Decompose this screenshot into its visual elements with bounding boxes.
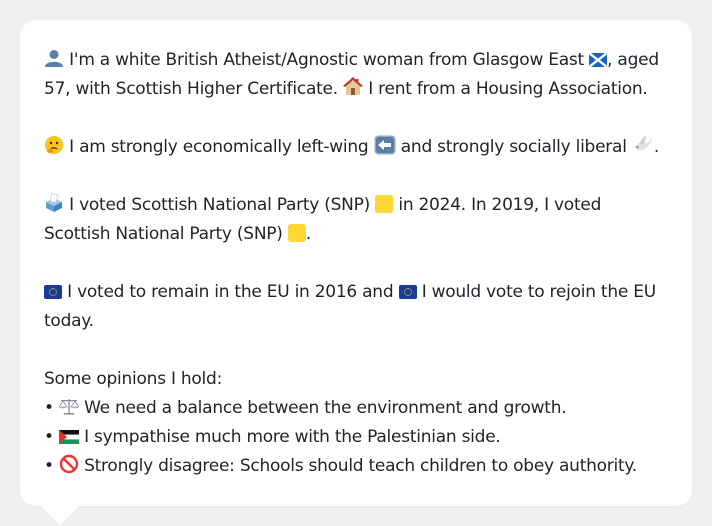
bullet: • bbox=[44, 427, 54, 447]
person-icon bbox=[44, 46, 64, 75]
social-text: and strongly socially liberal bbox=[400, 137, 627, 157]
opinion-text: Strongly disagree: Schools should teach … bbox=[84, 456, 637, 476]
balance-scale-icon bbox=[58, 394, 80, 423]
bullet: • bbox=[44, 456, 54, 476]
economic-text: I am strongly economically left-wing bbox=[69, 137, 369, 157]
opinion-item: • I sympathise much more with the Palest… bbox=[44, 423, 668, 452]
bullet: • bbox=[44, 398, 54, 418]
vote-2019-text: in 2024. In 2019, I voted Scottish Natio… bbox=[44, 195, 602, 244]
opinions-section: Some opinions I hold: • We need a balanc… bbox=[44, 365, 668, 481]
vote-2019-text-end: . bbox=[305, 224, 311, 244]
scotland-flag-icon bbox=[589, 53, 608, 67]
voting-paragraph: I voted Scottish National Party (SNP) in… bbox=[44, 191, 668, 249]
identity-text-age: , aged 57, with Scottish Higher Certific… bbox=[44, 50, 659, 99]
left-arrow-icon bbox=[374, 133, 396, 162]
bubble-tail bbox=[40, 505, 80, 525]
identity-paragraph: I'm a white British Atheist/Agnostic wom… bbox=[44, 46, 668, 104]
identity-text: I'm a white British Atheist/Agnostic wom… bbox=[69, 50, 584, 70]
yellow-square-icon bbox=[287, 224, 306, 242]
eu-paragraph: I voted to remain in the EU in 2016 and … bbox=[44, 278, 668, 336]
opinion-text: We need a balance between the environmen… bbox=[84, 398, 567, 418]
ballot-box-icon bbox=[44, 191, 64, 220]
opinion-item: • We need a balance between the environm… bbox=[44, 394, 668, 423]
opinion-text: I sympathise much more with the Palestin… bbox=[84, 427, 501, 447]
politics-paragraph: I am strongly economically left-wing and… bbox=[44, 133, 668, 162]
housing-text: I rent from a Housing Association. bbox=[368, 79, 648, 99]
opinion-item: • Strongly disagree: Schools should teac… bbox=[44, 452, 668, 481]
yellow-square-icon bbox=[375, 195, 394, 213]
palestine-flag-icon bbox=[58, 430, 79, 444]
eu-remain-text: I voted to remain in the EU in 2016 and bbox=[67, 282, 394, 302]
prohibited-icon bbox=[59, 452, 79, 481]
dove-icon bbox=[632, 133, 654, 162]
message-bubble: I'm a white British Atheist/Agnostic wom… bbox=[20, 20, 692, 506]
social-text-end: . bbox=[653, 137, 659, 157]
house-icon bbox=[343, 75, 364, 104]
vote-2024-text: I voted Scottish National Party (SNP) bbox=[69, 195, 371, 215]
thinking-face-icon bbox=[44, 133, 64, 162]
opinions-heading: Some opinions I hold: bbox=[44, 369, 223, 389]
eu-flag-icon bbox=[398, 285, 417, 299]
eu-rejoin-text: I would vote to rejoin the EU today. bbox=[44, 282, 656, 331]
eu-flag-icon bbox=[44, 285, 62, 299]
